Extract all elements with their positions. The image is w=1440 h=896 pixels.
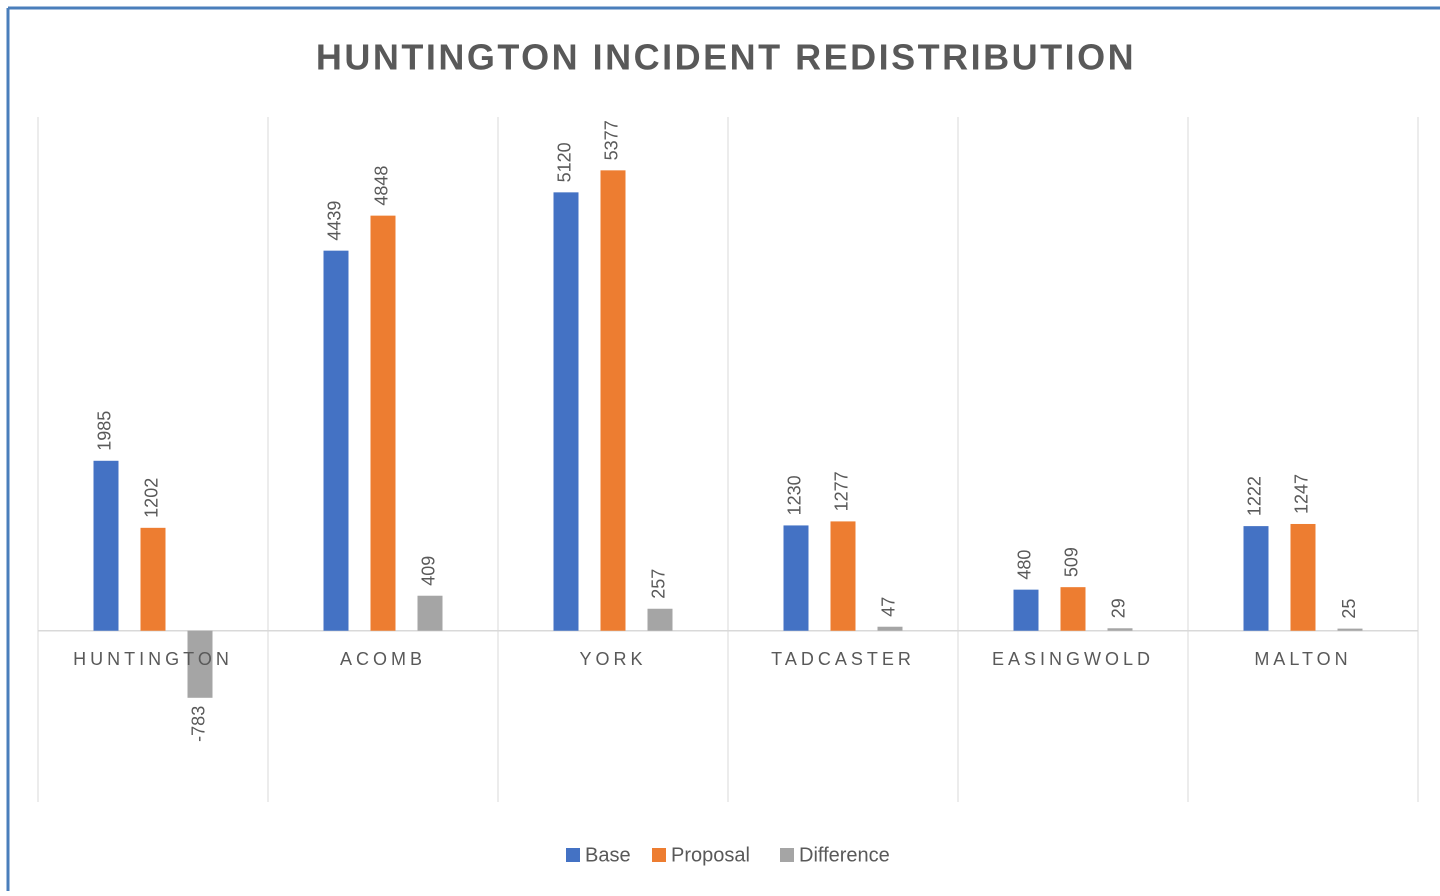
x-tick-label: YORK: [579, 649, 646, 669]
legend-label: Proposal: [671, 844, 750, 866]
x-tick-label: TADCASTER: [771, 649, 915, 669]
data-label: 5377: [602, 120, 622, 160]
data-label: 47: [879, 597, 899, 617]
x-tick-label: HUNTINGTON: [73, 649, 233, 669]
data-label: 1222: [1245, 476, 1265, 516]
bar: [370, 215, 396, 631]
data-label: 409: [419, 556, 439, 586]
data-label: -783: [189, 706, 209, 742]
data-label: 1230: [785, 475, 805, 515]
legend-label: Base: [585, 844, 631, 866]
data-label: 1202: [142, 478, 162, 518]
x-tick-label: EASINGWOLD: [992, 649, 1154, 669]
bar: [93, 460, 119, 631]
bar: [323, 250, 349, 631]
bar: [1290, 523, 1316, 631]
data-label: 4848: [372, 166, 392, 206]
bar: [600, 170, 626, 631]
x-tick-label: ACOMB: [340, 649, 426, 669]
data-label: 257: [649, 569, 669, 599]
data-label: 1277: [832, 471, 852, 511]
bar: [1060, 587, 1086, 631]
bar: [647, 608, 673, 631]
bar: [783, 525, 809, 631]
bar: [187, 630, 213, 698]
bar: [1337, 628, 1363, 631]
legend-swatch: [780, 848, 794, 862]
data-label: 1247: [1292, 474, 1312, 514]
legend-swatch: [566, 848, 580, 862]
x-tick-label: MALTON: [1254, 649, 1351, 669]
bar: [830, 521, 856, 631]
chart-title: HUNTINGTON INCIDENT REDISTRIBUTION: [316, 37, 1136, 78]
data-label: 509: [1062, 547, 1082, 577]
legend-label: Difference: [799, 844, 890, 866]
bar: [417, 595, 443, 631]
bar: [140, 527, 166, 631]
bar: [1243, 526, 1269, 631]
data-label: 4439: [325, 201, 345, 241]
data-label: 25: [1339, 599, 1359, 619]
legend-swatch: [652, 848, 666, 862]
data-label: 1985: [95, 411, 115, 451]
data-label: 29: [1109, 598, 1129, 618]
data-label: 5120: [555, 142, 575, 182]
bar: [553, 192, 579, 631]
bar: [1107, 628, 1133, 631]
bar: [1013, 589, 1039, 631]
bar: [877, 626, 903, 631]
data-label: 480: [1015, 550, 1035, 580]
